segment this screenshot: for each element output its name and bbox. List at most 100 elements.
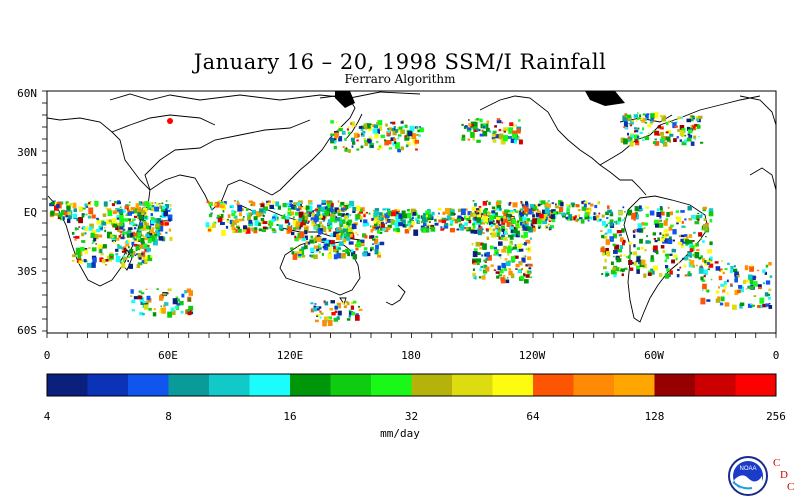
rain-cell: [159, 215, 162, 218]
rain-cell: [530, 211, 534, 214]
map-subtitle: Ferraro Algorithm: [344, 72, 456, 86]
rain-cell: [119, 230, 124, 234]
rain-cell: [73, 236, 75, 238]
rain-cell: [349, 200, 355, 207]
rain-cell: [186, 309, 191, 312]
rain-cell: [206, 200, 210, 204]
rain-cell: [526, 222, 529, 227]
rain-cell: [149, 229, 154, 235]
rain-cell: [330, 217, 335, 223]
rain-cell: [527, 263, 530, 266]
rain-cell: [515, 225, 517, 228]
rain-cell: [158, 225, 164, 232]
rain-cell: [466, 216, 471, 222]
rain-cell: [91, 262, 96, 268]
rain-cell: [127, 209, 130, 212]
rain-cell: [127, 239, 131, 243]
colorbar-swatch: [573, 374, 615, 396]
rain-cell: [473, 229, 478, 234]
rain-cell: [522, 227, 528, 231]
rain-cell: [106, 208, 112, 212]
rain-cell: [275, 219, 279, 222]
rain-cell: [715, 290, 720, 294]
rain-cell: [132, 207, 137, 214]
rain-cell: [232, 229, 236, 233]
rain-cell: [169, 208, 172, 210]
rain-cell: [473, 221, 478, 225]
rain-cell: [360, 242, 365, 246]
rain-cell: [136, 206, 142, 212]
rain-cell: [406, 209, 410, 212]
rain-cell: [407, 130, 413, 137]
rain-cell: [272, 200, 275, 204]
rain-cell: [465, 208, 468, 211]
rain-cell: [216, 217, 218, 219]
rain-cell: [357, 240, 359, 243]
rain-cell: [81, 240, 86, 243]
rain-cell: [514, 210, 518, 213]
rain-cell: [746, 279, 750, 283]
rain-cell: [722, 271, 725, 275]
rain-cell: [349, 205, 352, 208]
rain-cell: [494, 249, 499, 254]
rain-cell: [495, 201, 501, 207]
rain-cell: [251, 201, 256, 207]
rain-cell: [406, 213, 412, 219]
rain-cell: [277, 205, 281, 210]
rain-cell: [654, 240, 658, 243]
rain-cell: [679, 266, 682, 269]
rain-cell: [750, 264, 753, 267]
rain-cell: [719, 302, 724, 306]
rain-cell: [180, 310, 184, 314]
rain-cell: [502, 211, 505, 214]
rain-cell: [247, 216, 251, 221]
rain-cell: [345, 248, 350, 254]
rain-cell: [506, 221, 511, 227]
rain-cell: [673, 138, 677, 142]
rain-cell: [653, 245, 658, 251]
rain-cell: [527, 226, 531, 230]
rain-cell: [318, 214, 323, 218]
rain-cell: [286, 202, 290, 207]
rain-cell: [405, 144, 409, 148]
rain-cell: [349, 214, 352, 217]
rain-cell: [630, 119, 634, 125]
rain-cell: [478, 276, 482, 279]
rain-cell: [691, 126, 694, 130]
rain-cell: [730, 283, 733, 287]
rain-cell: [434, 218, 437, 222]
rain-cell: [623, 239, 626, 243]
rain-cell: [221, 201, 224, 204]
rain-cell: [477, 252, 481, 255]
rain-cell: [491, 210, 496, 214]
rain-cell: [571, 204, 575, 208]
rain-cell: [601, 234, 605, 239]
rain-cell: [313, 224, 316, 227]
rain-cell: [293, 202, 298, 205]
rain-cell: [134, 218, 136, 221]
rain-cell: [116, 207, 120, 210]
rain-cell: [102, 213, 107, 217]
rain-cell: [493, 269, 497, 271]
rain-cell: [237, 228, 242, 233]
rain-cell: [628, 123, 631, 125]
rain-cell: [587, 207, 592, 212]
rain-cell: [548, 223, 550, 226]
rain-cell: [123, 254, 126, 258]
rain-cell: [703, 269, 708, 275]
rain-cell: [329, 206, 334, 213]
rain-cell: [229, 219, 234, 225]
rain-cell: [350, 249, 354, 253]
rain-cell: [107, 210, 113, 217]
rain-cell: [65, 201, 69, 205]
rain-cell: [667, 206, 670, 209]
rain-cell: [500, 138, 506, 145]
rain-cell: [512, 246, 517, 250]
rain-cell: [303, 227, 309, 233]
rain-cell: [135, 235, 141, 239]
rain-cell: [687, 133, 691, 136]
rain-cell: [311, 223, 315, 227]
rain-cell: [221, 230, 226, 236]
rain-cell: [688, 218, 693, 221]
rain-cell: [338, 208, 344, 212]
